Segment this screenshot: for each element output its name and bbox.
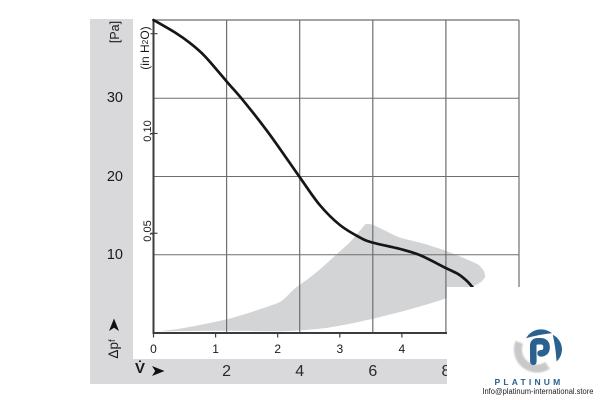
logo-gray-swoosh-icon: [513, 340, 550, 373]
y-tick-label-pa: 30: [106, 90, 123, 107]
y-tick-label-inh2o: 0,10: [141, 120, 154, 143]
watermark-brand-text: PLATINUM: [494, 376, 564, 387]
x-tick-label-upper: 4: [398, 341, 406, 356]
watermark-content: PLATINUM Info@platinum-international.sto…: [447, 287, 600, 400]
y-tick-label-pa: 20: [106, 168, 123, 185]
x-tick-label-upper: 0: [150, 341, 157, 356]
watermark-email-text: Info@platinum-international.store: [482, 387, 594, 396]
x-tick-label-upper: 1: [212, 341, 219, 356]
x-axis-unit-band: [90, 358, 455, 384]
logo-top-petal-icon: [525, 329, 552, 339]
y-axis-arrow-icon: [108, 318, 119, 331]
y-tick-label-inh2o: 0,05: [141, 220, 154, 242]
x-axis-arrow-icon: [152, 366, 165, 376]
watermark-backdrop: PLATINUM Info@platinum-international.sto…: [446, 287, 600, 400]
x-tick-label-bottom: 8: [434, 363, 458, 381]
logo-right-petal-icon: [552, 334, 562, 362]
operating-range-area: [161, 223, 486, 332]
platinum-logo: [513, 329, 562, 373]
y-axis-unit-band: [90, 19, 133, 384]
x-tick-label-upper: 2: [274, 341, 282, 356]
x-tick-label-upper: 3: [336, 341, 344, 356]
y-axis-unit-label-pa: [Pa]: [108, 20, 122, 44]
y-tick-label-pa: 10: [106, 246, 123, 263]
x-axis-quantity-label: V̇: [134, 360, 145, 377]
fan-curve: [152, 18, 475, 289]
y-axis-unit-label-inh2o: (in H 2 O): [138, 26, 152, 70]
logo-letter-p-icon: [529, 337, 550, 366]
x-tick-label-bottom: 2: [222, 362, 232, 380]
x-tick-label-bottom: 4: [295, 362, 305, 380]
x-tick-label-bottom: 6: [368, 362, 378, 380]
